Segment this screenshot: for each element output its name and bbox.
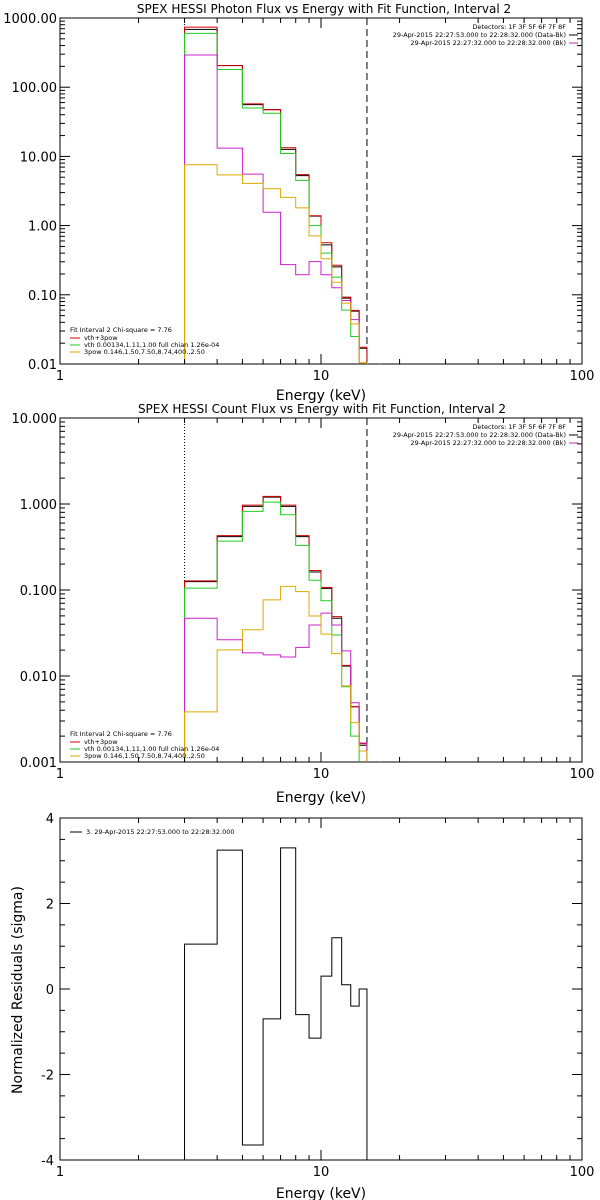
- photon-legend-3pow: 3pow 0.146,1.50,7.50,8.74,400.,2.50: [84, 348, 205, 356]
- count-ytick-label: 0.010: [20, 670, 57, 685]
- residuals-marks: [184, 847, 368, 1160]
- count-ytick-label: 0.100: [20, 584, 57, 599]
- photon-legend-databk: 29-Apr-2015 22:27:53.000 to 22:28:32.000…: [393, 31, 566, 39]
- photon-flux-panel: SPEX HESSI Photon Flux vs Energy with Fi…: [3, 2, 594, 404]
- count-legend-3pow: 3pow 0.146,1.50,7.50,8.74,400.,2.50: [84, 752, 205, 760]
- photon-flux-ticks: 1 10 100 0.01 0.10 1.00 10.00 100.00 1000.00: [3, 12, 594, 384]
- photon-xtick-label: 1: [56, 369, 64, 384]
- photon-series-group: [184, 18, 382, 364]
- residuals-ytick-label: 0: [46, 983, 54, 998]
- count-series-background: [184, 612, 382, 762]
- photon-ytick-label: 0.10: [28, 289, 57, 304]
- count-legend-bk: 29-Apr-2015 22:27:32.000 to 22:28:32.000…: [410, 439, 566, 447]
- photon-series-data-minus-bk: [184, 28, 382, 364]
- residuals-ytick-label: -2: [41, 1069, 54, 1084]
- count-flux-marks: [184, 418, 382, 762]
- count-flux-panel: SPEX HESSI Count Flux vs Energy with Fit…: [12, 402, 595, 806]
- residuals-panel: 1 10 100 -4 -2 0 2 4 3. 29-Apr-2015 22:27:53.00…: [10, 812, 594, 1200]
- residuals-xlabel: Energy (keV): [276, 1186, 366, 1200]
- photon-xtick-label: 10: [313, 369, 330, 384]
- photon-flux-frame: [59, 17, 583, 365]
- photon-series-background: [184, 54, 382, 364]
- residuals-ytick-label: -4: [41, 1154, 54, 1169]
- count-series-vth: [184, 501, 382, 762]
- residuals-series-group: [184, 847, 368, 1160]
- count-series-data-minus-bk: [184, 496, 382, 762]
- count-xtick-label: 100: [570, 767, 595, 782]
- residuals-series-data-minus-bk: [184, 847, 368, 1160]
- photon-flux-marks: [184, 18, 382, 364]
- count-flux-xlabel: Energy (keV): [276, 790, 366, 806]
- count-legend-vth: vth 0.00134,1.11,1.00 full chian 1.26e-0…: [84, 745, 219, 753]
- count-xtick-label: 10: [313, 767, 330, 782]
- photon-legend-fit: vth+3pow: [84, 334, 118, 342]
- photon-flux-title: SPEX HESSI Photon Flux vs Energy with Fi…: [137, 2, 511, 16]
- count-ytick-label: 1.000: [20, 498, 57, 513]
- residuals-xtick-label: 100: [570, 1165, 595, 1180]
- residuals-legend: 3. 29-Apr-2015 22:27:53.000 to 22:28:32.…: [86, 828, 235, 836]
- photon-ytick-label: 0.01: [28, 358, 57, 373]
- count-series-3pow: [184, 585, 382, 762]
- count-xtick-label: 1: [56, 767, 64, 782]
- count-fit-header: Fit Interval 2 Chi-square = 7.76: [70, 730, 172, 738]
- photon-ytick-label: 100.00: [12, 81, 58, 96]
- photon-xtick-label: 100: [570, 369, 595, 384]
- photon-ytick-label: 1.00: [28, 220, 57, 235]
- count-flux-title: SPEX HESSI Count Flux vs Energy with Fit…: [138, 402, 506, 416]
- residuals-xtick-label: 10: [313, 1165, 330, 1180]
- photon-series-fit-total: [184, 26, 382, 364]
- count-legend-fit: vth+3pow: [84, 738, 118, 746]
- photon-legend-vth: vth 0.00134,1.11,1.00 full chian 1.26e-0…: [84, 341, 219, 349]
- residuals-ytick-label: 4: [46, 812, 54, 827]
- count-series-group: [184, 418, 382, 762]
- photon-ytick-label: 10.00: [20, 150, 57, 165]
- photon-series-3pow: [184, 164, 382, 364]
- photon-ytick-label: 1000.00: [3, 12, 57, 27]
- residuals-ylabel: Normalized Residuals (sigma): [10, 886, 26, 1094]
- photon-flux-xlabel: Energy (keV): [276, 388, 366, 404]
- count-ytick-label: 0.001: [20, 756, 57, 771]
- count-detectors-label: Detectors: 1F 3F 5F 6F 7F 8F: [472, 423, 566, 431]
- photon-fit-header: Fit Interval 2 Chi-square = 7.76: [70, 326, 172, 334]
- residuals-ytick-label: 2: [46, 898, 54, 913]
- photon-legend-bk: 29-Apr-2015 22:27:32.000 to 22:28:32.000…: [410, 39, 566, 47]
- photon-detectors-label: Detectors: 1F 3F 5F 6F 7F 8F: [472, 23, 566, 31]
- residuals-ticks: 1 10 100 -4 -2 0 2 4: [41, 812, 594, 1180]
- residuals-xtick-label: 1: [56, 1165, 64, 1180]
- count-legend-databk: 29-Apr-2015 22:27:53.000 to 22:28:32.000…: [393, 431, 566, 439]
- count-flux-ticks: 1 10 100 0.001 0.010 0.100 1.000 10.000: [12, 412, 595, 782]
- count-series-fit-total: [184, 495, 382, 762]
- count-ytick-label: 10.000: [12, 412, 58, 427]
- photon-series-vth: [184, 32, 382, 364]
